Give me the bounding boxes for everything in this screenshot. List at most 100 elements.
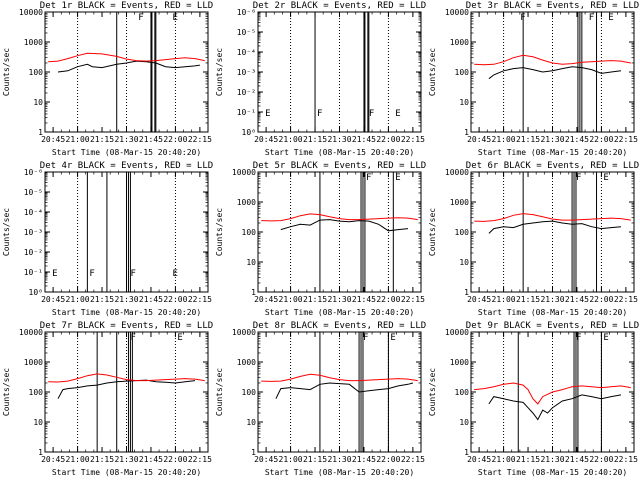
lld-series-line	[261, 373, 418, 382]
y-axis-label: Counts/sec	[215, 48, 224, 96]
y-tick-label: 10⁻²	[24, 248, 43, 257]
event-marker-label: F	[130, 269, 135, 279]
y-axis-label: Counts/sec	[428, 48, 437, 96]
x-tick-label: 21:15	[90, 135, 114, 144]
x-tick-label: 20:45	[467, 135, 491, 144]
x-tick-label: 20:45	[41, 455, 65, 464]
y-tick-label: 10⁻⁶	[24, 168, 43, 177]
chart-panel-3: Det 3r BLACK = Events, RED = LLD Counts/s…	[428, 1, 639, 157]
event-marker-label: E	[395, 109, 400, 119]
chart-title: Det 9r BLACK = Events, RED = LLD	[466, 321, 639, 331]
y-tick-label: 10⁻¹	[237, 108, 256, 117]
y-tick-label: 10⁻²	[237, 88, 256, 97]
x-tick-label: 22:15	[401, 295, 425, 304]
x-tick-label: 20:45	[254, 455, 278, 464]
x-tick-label: 21:45	[139, 135, 163, 144]
x-tick-label: 21:30	[327, 135, 351, 144]
event-marker-label: E	[173, 13, 178, 23]
x-tick-label: 21:30	[540, 135, 564, 144]
lld-series-line	[48, 52, 205, 63]
lld-series-line	[261, 213, 418, 222]
x-tick-label: 21:00	[492, 455, 516, 464]
event-marker-label: F	[130, 333, 135, 343]
y-tick-label: 10	[33, 98, 43, 107]
y-tick-label: 100	[455, 68, 470, 77]
x-tick-label: 21:30	[114, 135, 138, 144]
event-marker-label: F	[520, 13, 525, 23]
y-tick-label: 10000	[445, 328, 469, 337]
x-tick-label: 22:15	[188, 135, 212, 144]
y-tick-label: 100	[242, 228, 257, 237]
event-marker-label: F	[589, 13, 594, 23]
x-axis-label: Start Time (08-Mar-15 20:40:20)	[478, 468, 627, 477]
lld-series-line	[474, 213, 631, 222]
x-tick-label: 21:45	[352, 295, 376, 304]
y-tick-label: 10000	[232, 168, 256, 177]
event-marker-label: E	[603, 333, 608, 343]
y-tick-label: 10⁻⁵	[24, 188, 43, 197]
x-tick-label: 21:45	[352, 455, 376, 464]
x-tick-label: 21:45	[565, 295, 589, 304]
event-marker-label: E	[173, 269, 178, 279]
lld-series-line	[474, 382, 631, 405]
x-tick-label: 20:45	[254, 135, 278, 144]
x-tick-label: 22:15	[614, 455, 638, 464]
y-tick-label: 1000	[237, 358, 256, 367]
x-tick-label: 21:15	[90, 295, 114, 304]
y-tick-label: 1000	[24, 38, 43, 47]
x-tick-label: 20:45	[41, 135, 65, 144]
chart-panel-1: Det 1r BLACK = Events, RED = LLD Counts/s…	[2, 1, 213, 157]
y-tick-label: 10⁰	[242, 128, 256, 137]
x-axis-label: Start Time (08-Mar-15 20:40:20)	[52, 468, 201, 477]
event-marker-label: E	[177, 333, 182, 343]
y-tick-label: 1	[251, 448, 256, 457]
event-marker-label: F	[89, 269, 94, 279]
event-marker-label: E	[390, 333, 395, 343]
event-marker-label: F	[366, 173, 371, 183]
x-tick-label: 21:00	[279, 135, 303, 144]
x-tick-label: 22:00	[376, 135, 400, 144]
event-marker-label: E	[265, 109, 270, 119]
y-tick-label: 1	[38, 128, 43, 137]
x-tick-label: 22:15	[188, 295, 212, 304]
event-marker-label: F	[138, 13, 143, 23]
x-tick-label: 21:00	[66, 455, 90, 464]
x-tick-label: 22:15	[401, 455, 425, 464]
y-tick-label: 10⁻⁵	[237, 28, 256, 37]
y-tick-label: 10⁻⁴	[237, 48, 256, 57]
event-marker-label: F	[369, 109, 374, 119]
chart-panel-8: Det 8r BLACK = Events, RED = LLD Counts/s…	[215, 321, 426, 477]
event-marker-label: E	[52, 269, 57, 279]
x-tick-label: 20:45	[41, 295, 65, 304]
y-tick-label: 1	[464, 128, 469, 137]
y-tick-label: 100	[29, 388, 44, 397]
y-tick-label: 100	[455, 228, 470, 237]
events-series-line	[280, 219, 409, 232]
x-tick-label: 21:00	[492, 295, 516, 304]
x-tick-label: 22:00	[163, 295, 187, 304]
event-marker-label: E	[395, 173, 400, 183]
lld-series-line	[474, 54, 631, 66]
chart-title: Det 4r BLACK = Events, RED = LLD	[40, 161, 213, 171]
y-tick-label: 10⁻³	[237, 68, 256, 77]
chart-title: Det 5r BLACK = Events, RED = LLD	[253, 161, 426, 171]
chart-panel-5: Det 5r BLACK = Events, RED = LLD Counts/s…	[215, 161, 426, 317]
y-tick-label: 1000	[237, 198, 256, 207]
y-tick-label: 10	[246, 258, 256, 267]
x-tick-label: 21:15	[303, 135, 327, 144]
event-marker-label: E	[603, 173, 608, 183]
x-tick-label: 22:15	[614, 295, 638, 304]
x-tick-label: 22:15	[188, 455, 212, 464]
y-tick-label: 1	[251, 288, 256, 297]
y-tick-label: 1000	[450, 38, 469, 47]
y-tick-label: 10⁻¹	[24, 268, 43, 277]
chart-panel-7: Det 7r BLACK = Events, RED = LLD Counts/s…	[2, 321, 213, 477]
x-tick-label: 21:45	[139, 455, 163, 464]
event-marker-label: F	[317, 109, 322, 119]
x-tick-label: 21:15	[516, 295, 540, 304]
chart-title: Det 2r BLACK = Events, RED = LLD	[253, 1, 426, 11]
y-tick-label: 1	[38, 448, 43, 457]
y-axis-label: Counts/sec	[2, 208, 11, 256]
y-tick-label: 100	[242, 388, 257, 397]
x-tick-label: 22:00	[589, 295, 613, 304]
